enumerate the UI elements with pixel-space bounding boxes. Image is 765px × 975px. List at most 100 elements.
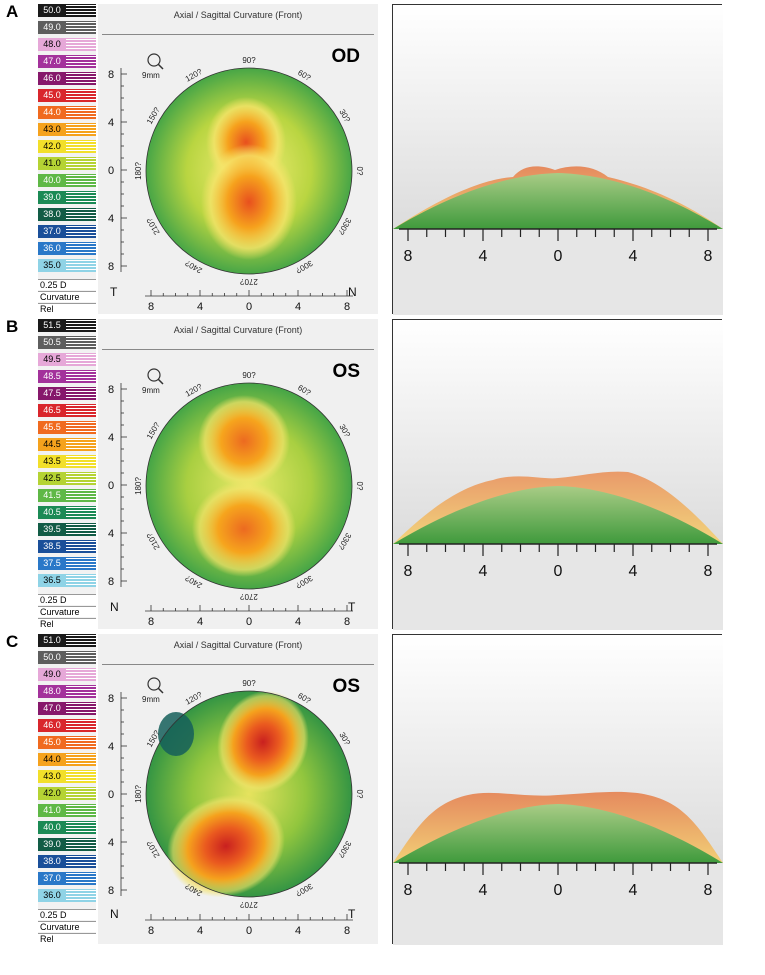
y-tick-label: 0 [108, 165, 114, 177]
scale-swatch [66, 557, 96, 570]
profile-tick-label: 8 [704, 248, 713, 265]
topography-svg: 9mm T N 90?60?30?0?330?300?270?240?210?1… [108, 53, 364, 313]
profile-tick-label: 4 [479, 248, 488, 265]
angle-label: 270? [240, 277, 258, 286]
profile-tick-label: 4 [629, 563, 638, 580]
angle-label: 180? [134, 785, 143, 803]
scale-row: 41.0 [38, 157, 96, 171]
angle-label: 0? [355, 167, 364, 176]
scale-swatch [66, 370, 96, 383]
y-tick-label: 8 [108, 693, 114, 705]
color-scale: 51.5 50.5 49.5 48.5 47.5 46.5 45.5 44.5 43.5 42.5… [38, 319, 96, 629]
scale-value: 46.0 [38, 72, 66, 85]
x-tick-label: 8 [148, 925, 154, 937]
scale-value: 38.0 [38, 855, 66, 868]
scale-value: 48.0 [38, 38, 66, 51]
scale-row: 35.0 [38, 259, 96, 273]
map-title: Axial / Sagittal Curvature (Front) [173, 10, 303, 20]
zoom-icon[interactable] [147, 677, 161, 691]
scale-row: 46.5 [38, 404, 96, 418]
color-scale: 51.0 50.0 49.0 48.0 47.0 46.0 45.0 44.0 43.0 42.0… [38, 634, 96, 944]
scale-swatch [66, 455, 96, 468]
scale-value: 40.5 [38, 506, 66, 519]
map-rim [145, 67, 353, 275]
hot-zone [192, 481, 296, 577]
elevation-curve-green [393, 173, 723, 229]
scale-value: 48.5 [38, 370, 66, 383]
scale-row: 40.0 [38, 821, 96, 835]
scale-value: 39.0 [38, 191, 66, 204]
ref-label: Rel [38, 933, 96, 944]
y-tick-label: 4 [108, 528, 114, 540]
scale-swatch [66, 353, 96, 366]
scale-swatch [66, 157, 96, 170]
scale-swatch [66, 140, 96, 153]
scale-value: 36.0 [38, 889, 66, 902]
scale-swatch [66, 336, 96, 349]
scale-row: 44.5 [38, 438, 96, 452]
corner-left-label: N [110, 907, 119, 921]
y-tick-label: 8 [108, 69, 114, 81]
y-tick-label: 4 [108, 432, 114, 444]
y-tick-label: 4 [108, 741, 114, 753]
profile-svg: 8 4 0 4 8 [393, 5, 723, 315]
zoom-icon[interactable] [147, 53, 161, 67]
panel-label: B [6, 317, 19, 336]
scale-swatch [66, 89, 96, 102]
panel-a: A 50.0 49.0 48.0 47.0 46.0 45.0 44.0 43.0 42.0 41… [0, 0, 765, 316]
scale-row: 45.0 [38, 89, 96, 103]
eye-label: OS [332, 676, 360, 697]
scale-swatch [66, 208, 96, 221]
scale-swatch [66, 770, 96, 783]
map-rim [145, 382, 353, 590]
zoom-icon[interactable] [147, 368, 161, 382]
zoom-icon-handle [157, 687, 164, 694]
scale-value: 51.0 [38, 634, 66, 647]
hot-zone [201, 144, 297, 260]
y-tick-label: 4 [108, 837, 114, 849]
angle-label: 180? [134, 162, 143, 180]
x-tick-label: 4 [295, 301, 301, 313]
y-tick-label: 4 [108, 213, 114, 225]
scale-row: 37.5 [38, 557, 96, 571]
profile-lower-bg [393, 544, 723, 630]
scale-value: 47.5 [38, 387, 66, 400]
scale-value: 50.0 [38, 4, 66, 17]
x-tick-label: 8 [148, 301, 154, 313]
scale-swatch [66, 736, 96, 749]
scale-value: 49.0 [38, 668, 66, 681]
scale-value: 41.0 [38, 804, 66, 817]
scale-value: 39.5 [38, 523, 66, 536]
scale-value: 41.0 [38, 157, 66, 170]
scale-row: 39.0 [38, 191, 96, 205]
scale-row: 37.0 [38, 225, 96, 239]
scale-value: 49.0 [38, 21, 66, 34]
scale-row: 41.0 [38, 804, 96, 818]
scale-value: 47.0 [38, 55, 66, 68]
scale-row: 45.5 [38, 421, 96, 435]
scale-row: 43.5 [38, 455, 96, 469]
scale-value: 45.5 [38, 421, 66, 434]
scale-row: 48.0 [38, 685, 96, 699]
zoom-icon-handle [157, 63, 164, 70]
angle-label: 90? [242, 679, 256, 688]
angle-label: 180? [134, 477, 143, 495]
profile-tick-label: 8 [404, 563, 413, 580]
profile-tick-label: 8 [404, 882, 413, 899]
x-tick-label: 4 [295, 925, 301, 937]
hot-zone [217, 690, 309, 794]
scale-row: 38.0 [38, 208, 96, 222]
panel-label: C [6, 632, 19, 651]
scale-swatch [66, 821, 96, 834]
scale-swatch [66, 174, 96, 187]
scale-value: 47.0 [38, 702, 66, 715]
corner-left-label: N [110, 600, 119, 614]
scale-swatch [66, 855, 96, 868]
scale-row: 40.0 [38, 174, 96, 188]
scale-row: 36.5 [38, 574, 96, 588]
corner-right-label: T [348, 600, 356, 614]
profile-tick-label: 8 [404, 248, 413, 265]
angle-label: 270? [240, 900, 258, 909]
profile-lower-bg [393, 229, 723, 315]
panel-b: B 51.5 50.5 49.5 48.5 47.5 46.5 45.5 44.5 43.5 42… [0, 315, 765, 631]
